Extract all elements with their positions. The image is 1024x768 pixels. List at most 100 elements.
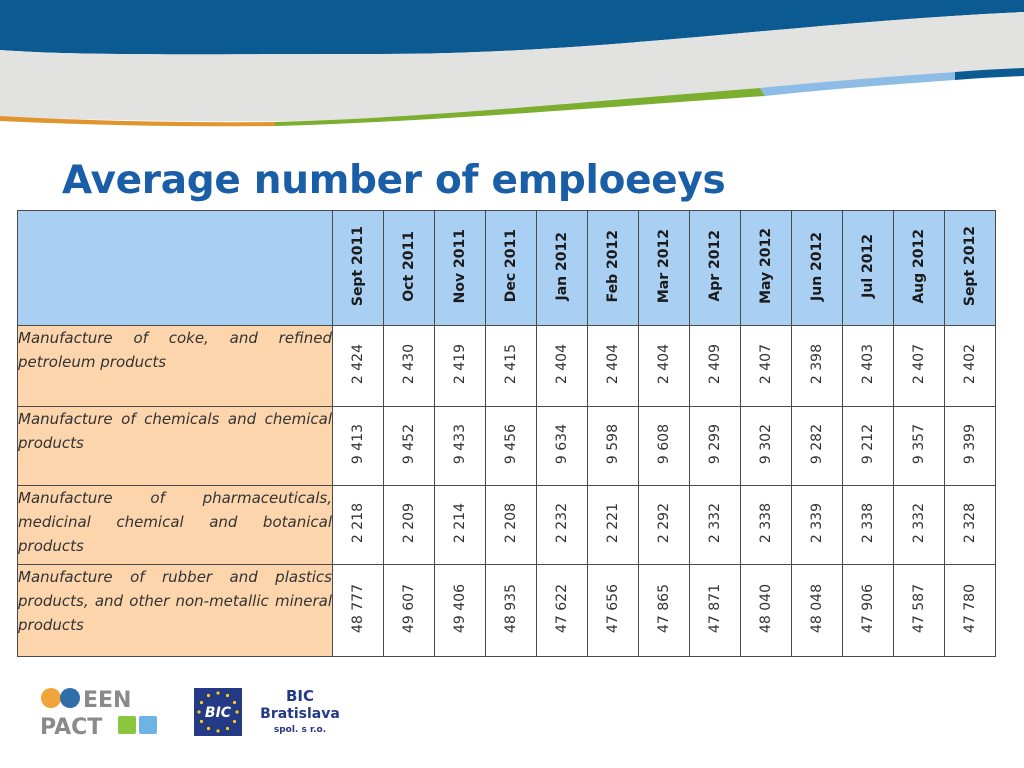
cell-value: 9 634 (554, 423, 570, 465)
cell-value: 2 402 (962, 343, 978, 385)
value-cell: 2 409 (689, 325, 741, 407)
cell-value: 47 871 (707, 584, 723, 633)
value-cell: 2 419 (434, 325, 486, 407)
value-cell: 2 332 (893, 485, 945, 565)
column-header-label: Nov 2011 (452, 228, 468, 304)
cell-value: 2 404 (554, 343, 570, 385)
value-cell: 9 282 (791, 406, 843, 486)
column-header: Apr 2012 (689, 210, 741, 326)
column-header: Sept 2011 (332, 210, 384, 326)
value-cell: 9 433 (434, 406, 486, 486)
table-row: Manufacture of coke, and refined petrole… (17, 325, 996, 407)
value-cell: 9 299 (689, 406, 741, 486)
cell-value: 2 404 (656, 343, 672, 385)
cell-value: 48 040 (758, 584, 774, 633)
column-header-label: Apr 2012 (707, 230, 723, 302)
column-header: Jun 2012 (791, 210, 843, 326)
header-banner (0, 0, 1024, 127)
value-cell: 48 777 (332, 564, 384, 657)
value-cell: 9 302 (740, 406, 792, 486)
value-cell: 9 456 (485, 406, 537, 486)
value-cell: 47 906 (842, 564, 894, 657)
cell-value: 9 433 (452, 423, 468, 465)
value-cell: 2 404 (587, 325, 639, 407)
value-cell: 47 780 (944, 564, 996, 657)
value-cell: 9 212 (842, 406, 894, 486)
column-header-label: Oct 2011 (401, 230, 417, 302)
employees-table: Sept 2011 Oct 2011 Nov 2011 Dec 2011 Jan… (17, 210, 996, 657)
value-cell: 2 214 (434, 485, 486, 565)
cell-value: 2 398 (809, 343, 825, 385)
cell-value: 2 339 (809, 502, 825, 544)
value-cell: 9 608 (638, 406, 690, 486)
banner-green-stripe (275, 88, 765, 126)
value-cell: 49 406 (434, 564, 486, 657)
value-cell: 48 040 (740, 564, 792, 657)
table-row: Manufacture of chemicals and chemical pr… (17, 406, 996, 486)
column-header-label: Feb 2012 (605, 229, 621, 303)
value-cell: 2 332 (689, 485, 741, 565)
bic-wordmark-line3: spol. s r.o. (273, 725, 327, 735)
cell-value: 47 906 (860, 584, 876, 633)
cell-value: 9 452 (401, 423, 417, 465)
cell-value: 9 413 (350, 423, 366, 465)
value-cell: 47 871 (689, 564, 741, 657)
value-cell: 2 424 (332, 325, 384, 407)
een-pact-logo: EEN PACT (40, 688, 157, 738)
cell-value: 2 214 (452, 502, 468, 544)
row-label: Manufacture of pharmaceuticals, medicina… (17, 485, 333, 565)
slide-title: Average number of emploeeys (62, 158, 726, 203)
row-label: Manufacture of rubber and plastics produ… (17, 564, 333, 657)
column-header: Jul 2012 (842, 210, 894, 326)
value-cell: 49 607 (383, 564, 435, 657)
column-header-label: Sept 2011 (350, 225, 366, 307)
cell-value: 47 780 (962, 584, 978, 633)
value-cell: 2 402 (944, 325, 996, 407)
bic-bratislava-wordmark: BIC Bratislava spol. s r.o. (250, 687, 350, 737)
value-cell: 2 404 (638, 325, 690, 407)
column-header: Nov 2011 (434, 210, 486, 326)
value-cell: 2 338 (842, 485, 894, 565)
value-cell: 2 404 (536, 325, 588, 407)
cell-value: 2 232 (554, 502, 570, 544)
value-cell: 2 209 (383, 485, 435, 565)
cell-value: 48 935 (503, 584, 519, 633)
cell-value: 9 282 (809, 423, 825, 465)
cell-value: 9 212 (860, 423, 876, 465)
logo-green-square (118, 716, 136, 734)
pact-logo-text: PACT (40, 715, 102, 738)
cell-value: 9 399 (962, 423, 978, 465)
cell-value: 2 407 (911, 343, 927, 385)
column-header: Jan 2012 (536, 210, 588, 326)
cell-value: 9 598 (605, 423, 621, 465)
cell-value: 49 406 (452, 584, 468, 633)
value-cell: 2 208 (485, 485, 537, 565)
column-header: Dec 2011 (485, 210, 537, 326)
value-cell: 48 048 (791, 564, 843, 657)
value-cell: 47 622 (536, 564, 588, 657)
value-cell: 2 407 (893, 325, 945, 407)
value-cell: 2 221 (587, 485, 639, 565)
banner-darkblue-stripe (955, 68, 1024, 80)
cell-value: 47 622 (554, 584, 570, 633)
cell-value: 47 587 (911, 584, 927, 633)
cell-value: 2 404 (605, 343, 621, 385)
cell-value: 2 208 (503, 502, 519, 544)
row-label: Manufacture of chemicals and chemical pr… (17, 406, 333, 486)
value-cell: 2 328 (944, 485, 996, 565)
column-header: Oct 2011 (383, 210, 435, 326)
table-row: Manufacture of pharmaceuticals, medicina… (17, 485, 996, 565)
column-header-label: Jul 2012 (860, 234, 876, 298)
cell-value: 2 407 (758, 343, 774, 385)
cell-value: 2 218 (350, 502, 366, 544)
cell-value: 48 777 (350, 584, 366, 633)
column-header-label: Dec 2011 (503, 229, 519, 303)
value-cell: 9 413 (332, 406, 384, 486)
value-cell: 2 398 (791, 325, 843, 407)
row-label: Manufacture of coke, and refined petrole… (17, 325, 333, 407)
cell-value: 47 865 (656, 584, 672, 633)
bic-wordmark-line2: Bratislava (260, 706, 340, 722)
banner-grey-swoosh (0, 12, 1024, 122)
bic-wordmark-line1: BIC (285, 687, 315, 705)
bic-badge-background (194, 688, 242, 736)
